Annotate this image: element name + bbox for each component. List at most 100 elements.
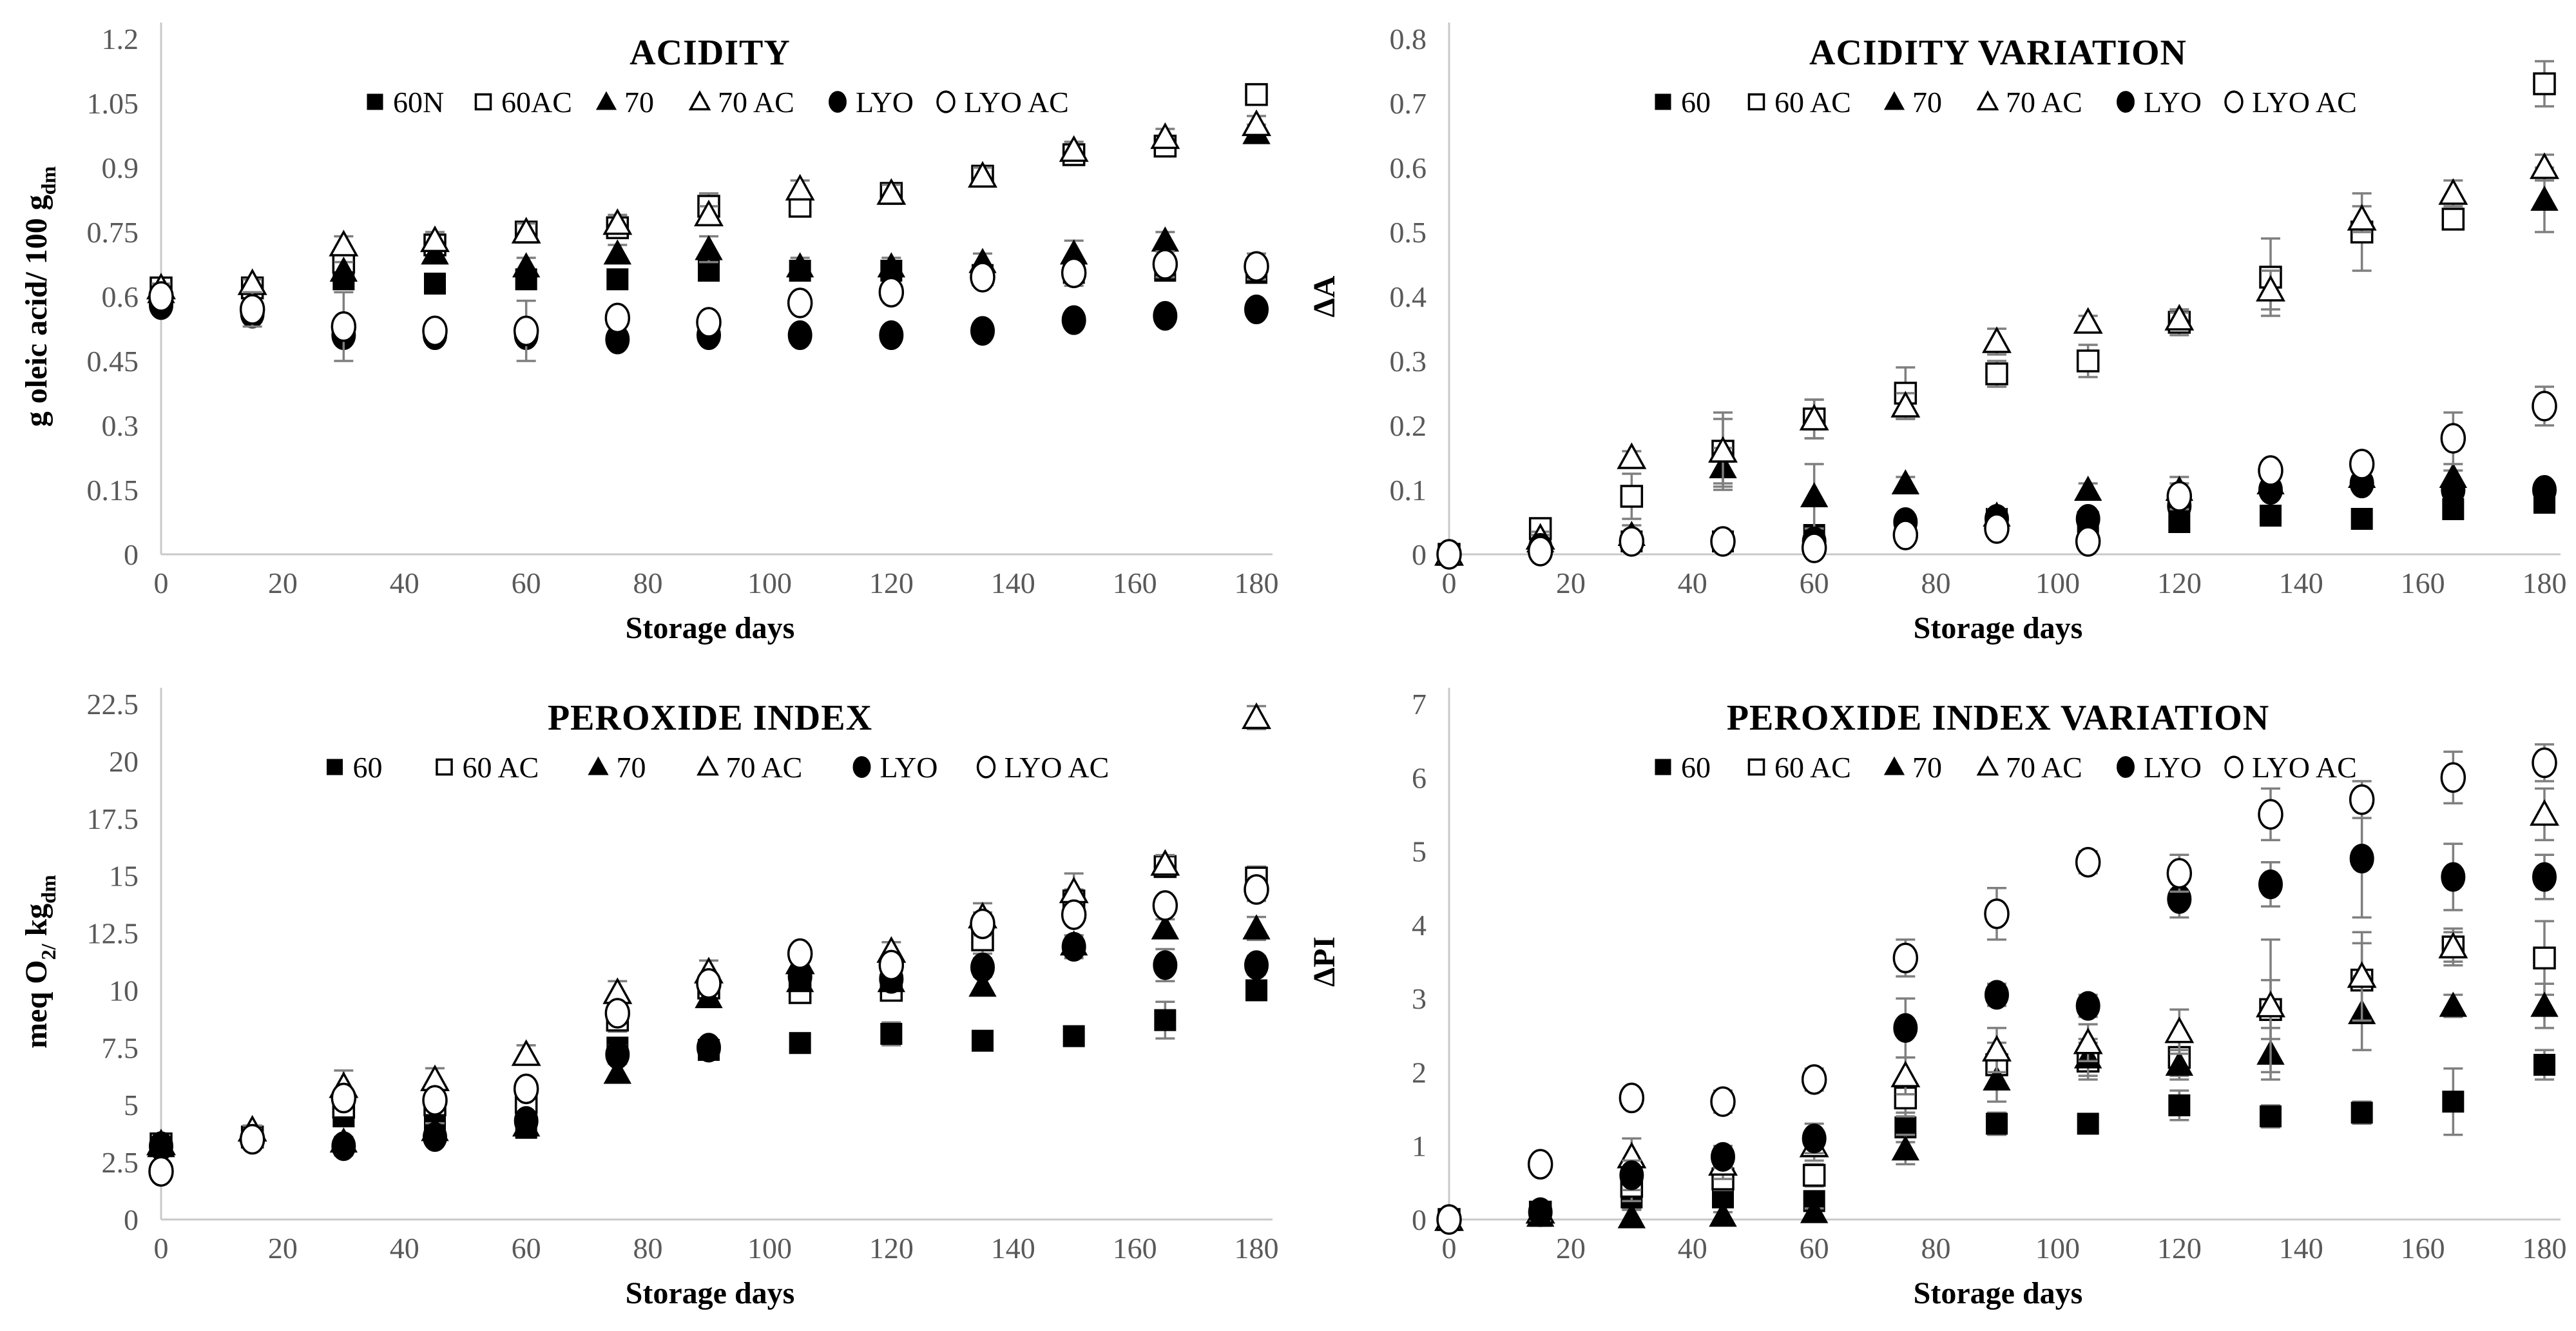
series-lyo-ac bbox=[1436, 385, 2557, 570]
x-axis-label: Storage days bbox=[626, 1276, 795, 1310]
legend-label: 60 bbox=[1681, 86, 1711, 119]
x-tick-label: 20 bbox=[1556, 567, 1586, 599]
triangle-filled-marker bbox=[421, 239, 449, 265]
y-tick-label: 0 bbox=[124, 538, 139, 571]
square-filled-marker-legend bbox=[326, 759, 343, 775]
triangle-filled-marker bbox=[695, 235, 723, 260]
y-tick-label: 22.5 bbox=[87, 688, 139, 721]
y-tick-label: 1 bbox=[1412, 1130, 1427, 1163]
circle-open-marker bbox=[1801, 532, 1827, 563]
legend-item-lyo: LYO bbox=[2117, 86, 2202, 119]
y-tick-label: 0.15 bbox=[87, 474, 139, 507]
legend-item-70-ac: 70 AC bbox=[1976, 751, 2082, 784]
x-tick-label: 160 bbox=[1113, 1232, 1157, 1265]
circle-open-marker bbox=[970, 908, 995, 940]
circle-open-marker bbox=[1152, 249, 1178, 280]
y-tick-label: 1.2 bbox=[102, 23, 139, 55]
legend-label: 60AC bbox=[501, 86, 572, 119]
circle-filled-marker bbox=[2532, 862, 2557, 892]
circle-filled-marker bbox=[970, 316, 995, 346]
triangle-filled-marker bbox=[603, 239, 632, 265]
triangle-open-marker bbox=[968, 160, 997, 188]
legend-label: LYO AC bbox=[2252, 86, 2357, 119]
circle-open-marker bbox=[331, 1082, 357, 1114]
y-tick-label: 17.5 bbox=[87, 802, 139, 835]
triangle-open-marker bbox=[1150, 122, 1180, 150]
x-tick-label: 160 bbox=[1113, 567, 1157, 599]
x-tick-label: 80 bbox=[633, 567, 663, 599]
circle-open-marker bbox=[696, 968, 722, 999]
x-tick-label: 140 bbox=[991, 1232, 1035, 1265]
circle-open-marker bbox=[1892, 520, 1919, 550]
x-tick-label: 80 bbox=[633, 1232, 663, 1265]
triangle-open-marker bbox=[2073, 307, 2103, 334]
triangle-open-marker bbox=[1242, 702, 1271, 730]
triangle-filled-marker bbox=[1983, 1065, 2011, 1091]
triangle-filled-marker bbox=[968, 971, 997, 997]
x-tick-label: 160 bbox=[2401, 567, 2445, 599]
square-filled-marker-legend bbox=[1655, 93, 1671, 110]
legend-label: 60 bbox=[353, 751, 383, 784]
y-tick-label: 3 bbox=[1412, 982, 1427, 1015]
chart-title: ACIDITY VARIATION bbox=[1809, 33, 2187, 73]
circle-open-marker bbox=[1801, 1064, 1827, 1095]
triangle-filled-marker-legend bbox=[1883, 91, 1905, 110]
legend-label: 60N bbox=[393, 86, 444, 119]
triangle-open-marker bbox=[2256, 275, 2285, 302]
y-tick-label: 0.3 bbox=[102, 409, 139, 442]
y-tick-label: 2.5 bbox=[102, 1146, 139, 1179]
triangle-open-marker bbox=[2164, 1016, 2195, 1044]
circle-open-marker bbox=[2075, 846, 2101, 878]
y-tick-label: 0 bbox=[124, 1203, 139, 1236]
circle-open-marker bbox=[696, 307, 722, 338]
circle-open-marker-legend bbox=[2224, 755, 2244, 779]
legend-label: 70 AC bbox=[2006, 86, 2082, 119]
circle-filled-marker bbox=[697, 1033, 721, 1063]
legend-item-60: 60 bbox=[326, 751, 383, 784]
triangle-filled-marker-legend bbox=[1883, 756, 1905, 775]
circle-open-marker bbox=[1244, 251, 1269, 282]
square-filled-marker-legend bbox=[367, 93, 383, 110]
triangle-filled-marker bbox=[2530, 185, 2559, 211]
triangle-open-marker bbox=[1799, 403, 1829, 431]
x-tick-label: 20 bbox=[268, 567, 298, 599]
circle-open-marker bbox=[2166, 858, 2193, 889]
panel-acidity: ACIDITY Storage days 0 0.15 0.3 0.45 0.6 0.75… bbox=[0, 0, 1288, 665]
legend-label: LYO AC bbox=[1004, 751, 1110, 784]
peroxide-index-variation-plot: PEROXIDE INDEX VARIATION Storage days 0 1… bbox=[1307, 688, 2567, 1310]
x-tick-label: 140 bbox=[2279, 567, 2323, 599]
x-axis-label: Storage days bbox=[1914, 1276, 2083, 1310]
legend-label: 70 bbox=[1912, 751, 1942, 784]
triangle-open-marker bbox=[1890, 1060, 1921, 1087]
triangle-filled-marker-legend bbox=[595, 91, 617, 110]
circle-open-marker bbox=[2258, 455, 2283, 486]
triangle-open-marker bbox=[2073, 1027, 2103, 1054]
y-tick-label: 5 bbox=[124, 1089, 139, 1122]
square-open-marker bbox=[1985, 362, 2008, 385]
square-filled-marker bbox=[2442, 1091, 2465, 1113]
legend-label: LYO AC bbox=[964, 86, 1069, 119]
y-tick-label: 1.05 bbox=[87, 87, 139, 120]
circle-open-marker bbox=[1619, 526, 1645, 557]
triangle-filled-marker bbox=[2530, 991, 2559, 1017]
circle-open-marker bbox=[1710, 1086, 1736, 1117]
square-open-marker bbox=[1245, 83, 1268, 106]
legend: 60 60 AC 70 70 AC LYO LYO AC bbox=[1655, 86, 2357, 119]
triangle-filled-marker bbox=[1800, 1198, 1829, 1223]
chart-title: PEROXIDE INDEX VARIATION bbox=[1727, 698, 2269, 738]
triangle-open-marker-legend bbox=[1976, 755, 1999, 776]
triangle-filled-marker bbox=[1151, 914, 1180, 940]
legend-label: 60 AC bbox=[1774, 751, 1851, 784]
x-tick-label: 0 bbox=[1442, 567, 1457, 599]
circle-open-marker-legend bbox=[976, 755, 996, 779]
circle-filled-marker bbox=[2441, 475, 2466, 505]
x-tick-label: 140 bbox=[2279, 1232, 2323, 1265]
circle-open-marker bbox=[513, 1073, 539, 1105]
circle-open-marker bbox=[787, 938, 813, 969]
circle-filled-marker bbox=[1802, 1123, 1827, 1154]
y-tick-label: 0.6 bbox=[1390, 151, 1427, 184]
square-filled-marker bbox=[2533, 1054, 2555, 1076]
circle-open-marker bbox=[878, 949, 905, 981]
legend-item-lyo-ac: LYO AC bbox=[976, 751, 1110, 784]
circle-open-marker bbox=[1061, 899, 1087, 930]
